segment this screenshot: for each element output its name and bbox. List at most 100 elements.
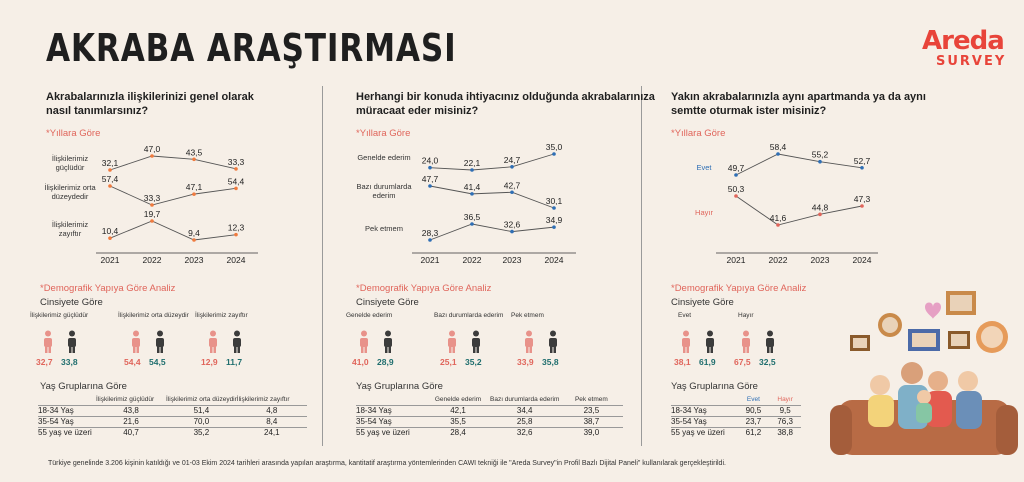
gender-block-2: Genelde ederim 41,0 28,9 Bazı durumlarda ed…	[346, 312, 636, 374]
series-line	[109, 220, 237, 241]
data-label: 12,3	[228, 223, 245, 233]
table-row: 55 yaş ve üzeri 40,7 35,2 24,1	[38, 427, 307, 438]
female-value: 41,0	[352, 357, 369, 367]
age-table: Genelde ederim Bazı durumlarda ederim Pek …	[356, 394, 624, 438]
data-label: 50,3	[728, 184, 745, 194]
data-point	[860, 165, 864, 170]
line-chart-seek-help: 2021 2022 2023 2024 24,0 22,1 24,7 35,0 47,7 41,4…	[412, 142, 576, 263]
data-label: 33,3	[228, 157, 245, 167]
age-col-header: İlişkilerimiz orta düzeydir	[166, 395, 237, 403]
age-table-3: Evet Hayır 18-34 Yaş 90,5 9,5 35-54 Yaş 23,7 76…	[671, 394, 801, 438]
gender-group-label: İlişkilerimiz zayıftır	[195, 312, 248, 319]
male-icon	[766, 330, 774, 353]
gender-group-label: İlişkilerimiz güçlüdür	[30, 312, 89, 319]
data-label: 47,1	[186, 182, 203, 192]
male-value: 54,5	[149, 357, 166, 367]
data-label: 42,7	[504, 180, 521, 190]
gender-group-label: Bazı durumlarda ederim	[434, 312, 504, 319]
male-value: 32,5	[759, 357, 776, 367]
male-value: 33,8	[61, 357, 78, 367]
data-point	[552, 206, 556, 210]
gender-label-1: Cinsiyete Göre	[40, 297, 103, 308]
age-value: 76,3	[777, 417, 793, 426]
heart-frame-icon	[925, 302, 941, 319]
female-icon	[132, 330, 140, 353]
row-label-1c: İlişkilerimiz zayıftır	[51, 220, 89, 238]
column-divider-1	[322, 86, 323, 446]
years-label-3: *Yıllara Göre	[671, 128, 726, 139]
female-icon	[448, 330, 456, 353]
age-group: 18-34 Yaş	[38, 406, 74, 415]
data-label: 41,6	[770, 213, 787, 223]
data-label: 24,0	[422, 156, 439, 166]
mother-icon	[928, 371, 948, 391]
row-label-3a: Evet	[696, 163, 712, 172]
data-point	[818, 159, 822, 164]
x-tick-label: 2023	[185, 255, 204, 263]
series-line	[735, 195, 863, 226]
series-line	[735, 153, 863, 176]
gender-group-label: Pek etmem	[511, 312, 544, 319]
female-value: 38,1	[674, 357, 691, 367]
data-label: 22,1	[464, 158, 481, 168]
table-row: 18-34 Yaş 43,8 51,4 4,8	[38, 405, 307, 416]
child-icon	[917, 390, 931, 404]
gender-group-label: Genelde ederim	[346, 312, 393, 319]
age-value: 90,5	[745, 406, 762, 415]
gender-group-label: Evet	[678, 312, 692, 319]
age-col-header: Genelde ederim	[434, 395, 482, 403]
row-label-1a: İlişkilerimiz güçlüdür	[51, 154, 89, 172]
age-value: 40,7	[123, 428, 139, 438]
data-label: 32,1	[102, 158, 119, 168]
grandfather-icon	[958, 371, 978, 391]
series-line	[429, 223, 555, 241]
age-value: 42,1	[450, 406, 466, 415]
data-label: 30,1	[546, 196, 563, 206]
age-group: 18-34 Yaş	[671, 406, 707, 415]
question-1: Akrabalarınızla ilişkilerinizi genel ola…	[46, 91, 254, 117]
question-3: Yakın akrabalarınızla aynı apartmanda ya…	[671, 91, 926, 117]
age-label-3: Yaş Gruplarına Göre	[671, 381, 758, 392]
age-value: 23,7	[745, 417, 762, 426]
male-icon	[472, 330, 480, 353]
data-point	[234, 186, 238, 191]
row-label-2b: Bazı durumlarda ederim	[356, 182, 412, 200]
female-icon	[742, 330, 750, 353]
female-icon	[360, 330, 368, 353]
age-value: 32,6	[516, 428, 533, 438]
question-2: Herhangi bir konuda ihtiyacınız olduğund…	[356, 91, 655, 117]
series-line	[109, 155, 237, 171]
gender-label-2: Cinsiyete Göre	[356, 297, 419, 308]
age-group: 18-34 Yaş	[356, 406, 392, 415]
age-table: İlişkilerimiz güçlüdür İlişkilerimiz orta…	[38, 394, 307, 438]
data-point	[428, 165, 432, 170]
family-illustration	[830, 291, 1018, 455]
data-point	[150, 203, 154, 207]
data-point	[150, 219, 154, 223]
age-value: 51,4	[193, 406, 210, 415]
data-label: 24,7	[504, 155, 521, 165]
male-icon	[68, 330, 76, 353]
age-value: 38,7	[583, 417, 600, 426]
data-label: 54,4	[228, 176, 245, 186]
demo-label-3: *Demografik Yapıya Göre Analiz	[671, 283, 807, 294]
gender-block-3: Evet 38,1 61,9 Hayır 67,5 32,5	[668, 312, 808, 374]
male-icon	[549, 330, 557, 353]
x-tick-label: 2022	[463, 255, 482, 263]
data-point	[776, 152, 780, 156]
data-label: 47,3	[854, 194, 871, 204]
age-label-2: Yaş Gruplarına Göre	[356, 381, 443, 392]
data-point	[510, 190, 514, 195]
gender-block-1: İlişkilerimiz güçlüdür 32,7 33,8 İlişkileri…	[30, 312, 320, 374]
data-point	[470, 168, 474, 172]
x-tick-label: 2021	[727, 255, 746, 263]
data-point	[428, 184, 432, 188]
page-title: AKRABA ARAŞTIRMASI	[46, 26, 457, 70]
female-icon	[209, 330, 217, 353]
line-chart-relations: 2021 2022 2023 2024 32,1 47,0 43,5 33,3 57,4 33,3…	[96, 144, 258, 263]
data-point	[510, 164, 514, 169]
data-label: 35,0	[546, 142, 563, 152]
data-point	[818, 212, 822, 217]
age-value: 24,1	[264, 428, 280, 438]
age-col-header: Pek etmem	[574, 395, 608, 403]
